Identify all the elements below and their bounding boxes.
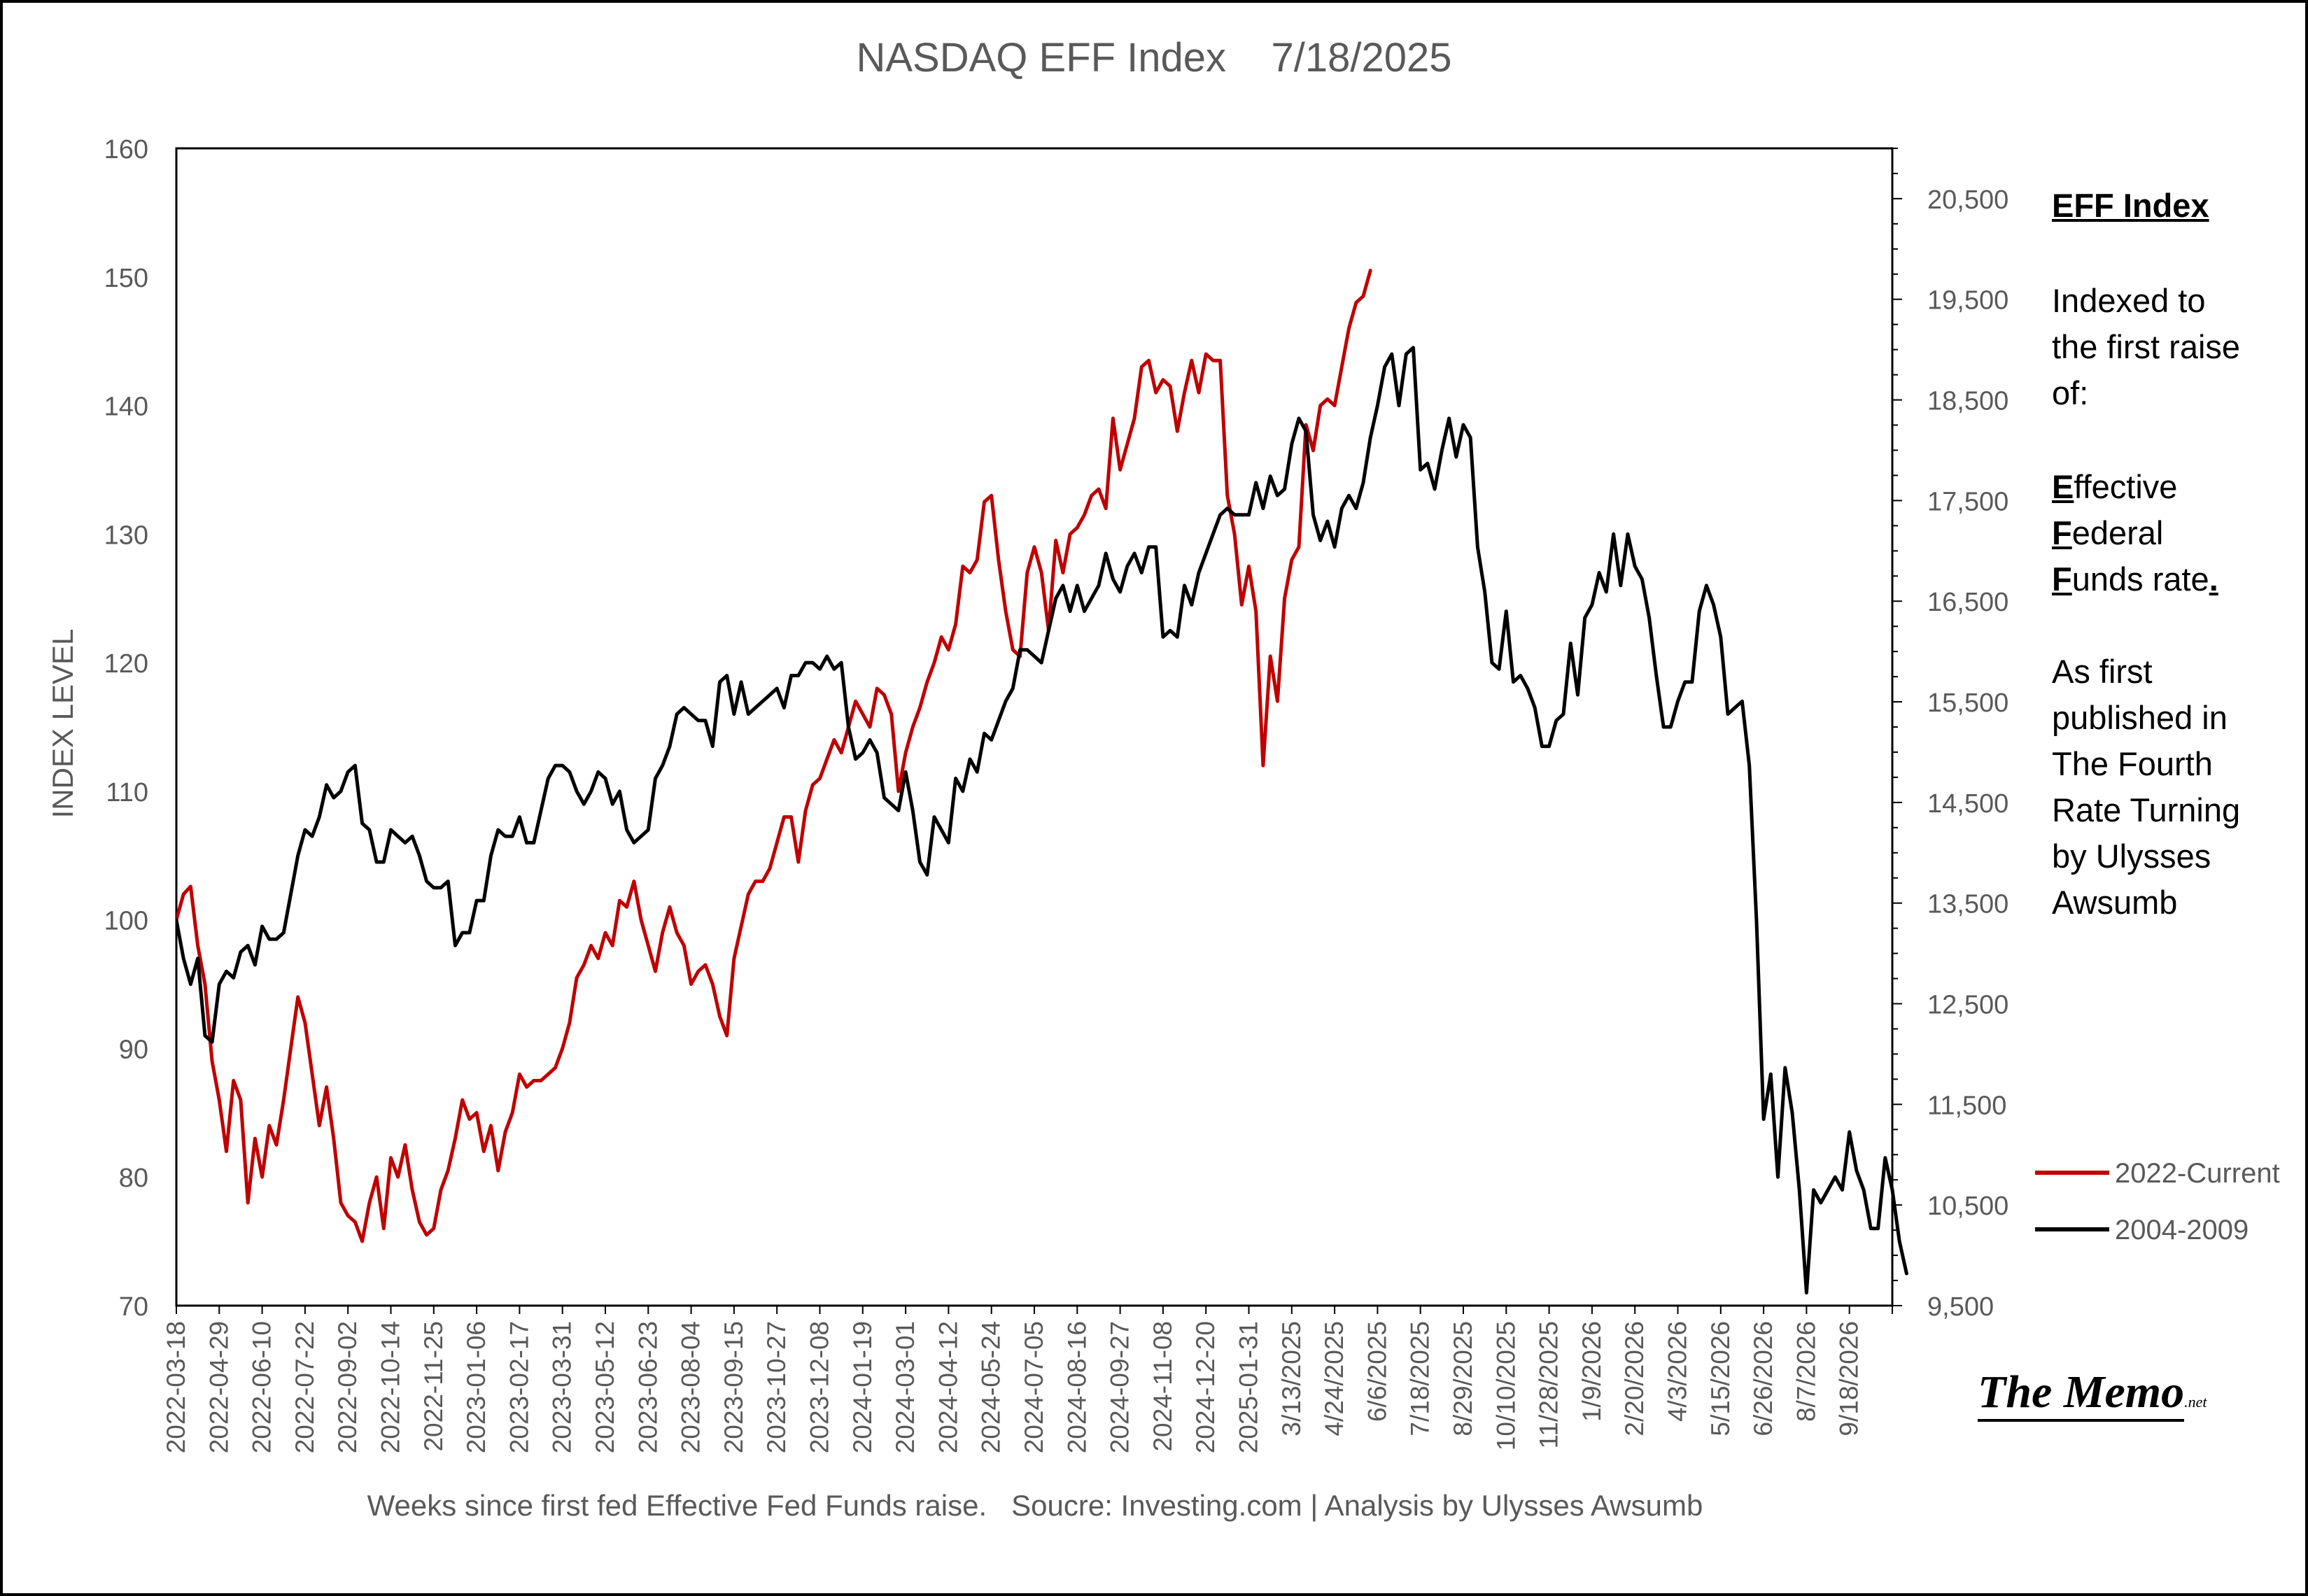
acronym-letter: F: [2052, 560, 2072, 598]
sidebar-line: Funds rate.: [2052, 556, 2218, 602]
x-tick-label: 2022-07-22: [290, 1321, 319, 1453]
legend-label: 2022-Current: [2115, 1158, 2280, 1189]
y2-tick-label: 12,500: [1927, 991, 2008, 1020]
the-memo-logo: The Memo.net: [1978, 1366, 2207, 1422]
acronym-tail: .: [2209, 560, 2218, 598]
y-tick-label: 90: [119, 1035, 148, 1064]
sidebar-title: EFF Index: [2052, 187, 2209, 224]
x-tick-label: 2022-10-14: [377, 1321, 405, 1453]
x-tick-label: 2022-11-25: [419, 1321, 448, 1452]
x-tick-label: 6/26/2026: [1749, 1321, 1778, 1436]
x-tick-label: 11/28/2025: [1535, 1321, 1563, 1448]
x-tick-label: 2023-12-08: [805, 1321, 834, 1453]
y2-tick-label: 19,500: [1927, 286, 2008, 316]
y-tick-label: 120: [104, 649, 148, 679]
x-tick-label: 2023-05-12: [591, 1321, 619, 1453]
x-tick-label: 2024-08-16: [1062, 1321, 1091, 1453]
x-tick-label: 2024-03-01: [891, 1321, 920, 1453]
y2-tick-label: 16,500: [1927, 588, 2008, 617]
x-tick-label: 2024-01-19: [848, 1321, 877, 1453]
y2-tick-label: 13,500: [1927, 890, 2008, 919]
sidebar-line: Rate Turning: [2052, 791, 2241, 828]
y-tick-label: 150: [104, 264, 148, 293]
x-tick-label: 2023-08-04: [677, 1321, 705, 1453]
y2-tick-label: 17,500: [1927, 487, 2008, 516]
acronym-rest: ederal: [2071, 514, 2164, 551]
x-tick-label: 2023-09-15: [719, 1321, 748, 1453]
sidebar-line: the first raise: [2052, 328, 2241, 365]
sidebar-line: Indexed to: [2052, 282, 2206, 319]
y-axis-title: INDEX LEVEL: [46, 629, 79, 819]
y2-tick-label: 18,500: [1927, 387, 2008, 416]
x-tick-label: 2022-06-10: [248, 1321, 276, 1453]
x-tick-label: 2025-01-31: [1234, 1321, 1263, 1453]
sidebar-line: Federal: [2052, 510, 2218, 556]
y2-tick-label: 9,500: [1927, 1292, 1994, 1322]
y-tick-label: 160: [104, 135, 148, 164]
y2-tick-label: 10,500: [1927, 1192, 2008, 1221]
y2-tick-label: 20,500: [1927, 185, 2008, 215]
logo-main-text: The Memo: [1978, 1367, 2185, 1422]
acronym-rest: ffective: [2074, 468, 2178, 505]
x-tick-label: 3/13/2025: [1277, 1321, 1306, 1436]
y-tick-label: 140: [104, 393, 148, 422]
sidebar-line: published in: [2052, 699, 2228, 736]
y-tick-label: 100: [104, 907, 148, 936]
acronym-letter: E: [2052, 468, 2074, 505]
x-tick-label: 2023-06-23: [633, 1321, 662, 1453]
x-tick-label: 4/3/2026: [1663, 1321, 1692, 1422]
x-tick-label: 2024-07-05: [1020, 1321, 1048, 1453]
x-tick-label: 2/20/2026: [1620, 1321, 1649, 1436]
series-line-2022-current: [176, 269, 1372, 1243]
x-tick-label: 2024-05-24: [977, 1321, 1006, 1453]
chart-title: NASDAQ EFF Index 7/18/2025: [856, 35, 1451, 80]
chart-canvas: NASDAQ EFF Index 7/18/2025 160 150 140 130 1…: [46, 35, 2280, 1522]
sidebar-published-note: As first published in The Fourth Rate Tu…: [2052, 649, 2240, 926]
x-tick-label: 1/9/2026: [1577, 1321, 1606, 1422]
x-tick-label: 2023-03-31: [548, 1321, 577, 1453]
x-tick-label: 4/24/2025: [1320, 1321, 1349, 1436]
y-tick-label: 110: [106, 778, 148, 807]
x-tick-label: 10/10/2025: [1491, 1321, 1520, 1450]
x-tick-label: 2022-04-29: [204, 1321, 233, 1453]
acronym-rest: unds rate: [2071, 560, 2209, 598]
y-tick-label: 80: [119, 1164, 148, 1193]
x-tick-label: 2024-09-27: [1106, 1321, 1134, 1453]
y2-tick-label: 15,500: [1927, 688, 2008, 718]
sidebar-line: Effective: [2052, 464, 2218, 510]
x-tick-label: 7/18/2025: [1406, 1321, 1435, 1436]
x-axis-title: Weeks since first fed Effective Fed Fund…: [367, 1489, 1703, 1522]
sidebar-eff-acronym: Effective Federal Funds rate.: [2052, 464, 2218, 602]
x-tick-label: 2022-03-18: [162, 1321, 190, 1453]
x-tick-label: 8/7/2026: [1792, 1321, 1820, 1422]
x-tick-label: 8/29/2025: [1449, 1321, 1477, 1436]
legend-label: 2004-2009: [2115, 1215, 2249, 1245]
y-tick-label: 70: [119, 1292, 148, 1322]
sidebar-line: Awsumb: [2052, 884, 2178, 921]
sidebar-line: by Ulysses: [2052, 838, 2211, 875]
sidebar-line: The Fourth: [2052, 745, 2213, 782]
series-line-2004-2009: [176, 346, 1908, 1295]
x-tick-label: 5/15/2026: [1706, 1321, 1735, 1436]
x-tick-label: 9/18/2026: [1835, 1321, 1864, 1436]
x-tick-label: 2024-04-12: [934, 1321, 962, 1453]
sidebar-indexed-note: Indexed to the first raise of:: [2052, 278, 2240, 416]
sidebar-line: As first: [2052, 653, 2153, 690]
x-tick-label: 2023-10-27: [762, 1321, 791, 1453]
x-tick-label: 2023-02-17: [505, 1321, 533, 1453]
x-tick-label: 6/6/2025: [1363, 1321, 1391, 1422]
y-tick-label: 130: [104, 521, 148, 550]
x-tick-label: 2023-01-06: [462, 1321, 491, 1453]
y2-tick-label: 14,500: [1927, 789, 2008, 819]
logo-suffix: .net: [2184, 1393, 2207, 1411]
y2-tick-label: 11,500: [1927, 1091, 2006, 1120]
x-tick-label: 2024-11-08: [1148, 1321, 1177, 1452]
x-tick-label: 2022-09-02: [333, 1321, 362, 1453]
x-tick-label: 2024-12-20: [1191, 1321, 1220, 1453]
sidebar-line: of:: [2052, 374, 2089, 411]
acronym-letter: F: [2052, 514, 2072, 551]
plot-area: [175, 147, 1894, 1307]
